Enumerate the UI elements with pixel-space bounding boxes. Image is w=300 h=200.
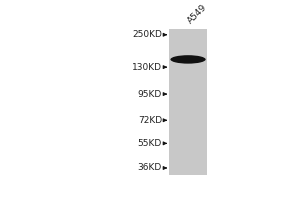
Bar xyxy=(169,29,207,175)
Text: 250KD: 250KD xyxy=(132,30,162,39)
Text: 55KD: 55KD xyxy=(138,139,162,148)
Ellipse shape xyxy=(170,55,206,64)
Text: A549: A549 xyxy=(186,3,208,26)
Text: 95KD: 95KD xyxy=(138,90,162,99)
Text: 130KD: 130KD xyxy=(132,63,162,72)
Text: 72KD: 72KD xyxy=(138,116,162,125)
Text: 36KD: 36KD xyxy=(138,163,162,172)
